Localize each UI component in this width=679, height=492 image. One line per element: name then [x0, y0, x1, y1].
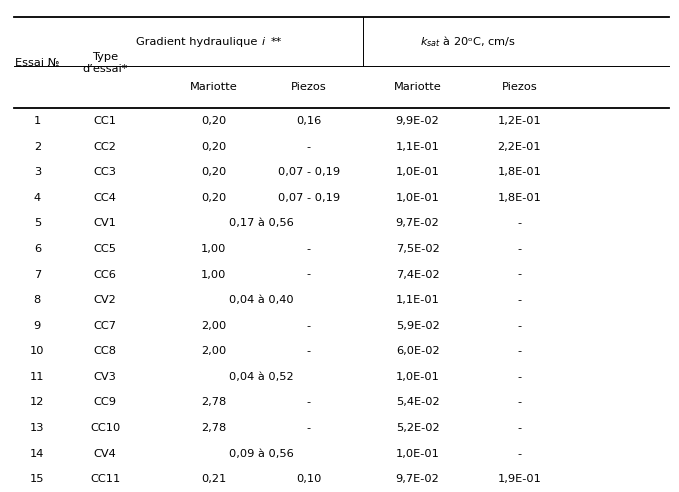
Text: Piezos: Piezos: [291, 82, 327, 92]
Text: CC8: CC8: [94, 346, 117, 356]
Text: CC6: CC6: [94, 270, 117, 279]
Text: i: i: [261, 37, 265, 47]
Text: -: -: [307, 142, 311, 152]
Text: 1,00: 1,00: [201, 244, 227, 254]
Text: 12: 12: [30, 398, 45, 407]
Text: 8: 8: [34, 295, 41, 305]
Text: -: -: [307, 423, 311, 433]
Text: 1,00: 1,00: [201, 270, 227, 279]
Text: -: -: [517, 372, 521, 382]
Text: 1: 1: [34, 116, 41, 126]
Text: -: -: [517, 398, 521, 407]
Text: 5,2E-02: 5,2E-02: [396, 423, 439, 433]
Text: 9: 9: [34, 321, 41, 331]
Text: -: -: [307, 398, 311, 407]
Text: 0,07 - 0,19: 0,07 - 0,19: [278, 193, 340, 203]
Text: CC7: CC7: [94, 321, 117, 331]
Text: 0,04 à 0,40: 0,04 à 0,40: [229, 295, 294, 305]
Text: 1,8E-01: 1,8E-01: [498, 193, 541, 203]
Text: Gradient hydraulique: Gradient hydraulique: [136, 37, 261, 47]
Text: CC5: CC5: [94, 244, 117, 254]
Text: 0,16: 0,16: [296, 116, 322, 126]
Text: 1,1E-01: 1,1E-01: [396, 295, 439, 305]
Text: -: -: [517, 270, 521, 279]
Text: 1,0E-01: 1,0E-01: [396, 449, 439, 459]
Text: 0,04 à 0,52: 0,04 à 0,52: [229, 372, 294, 382]
Text: 1,0E-01: 1,0E-01: [396, 193, 439, 203]
Text: 9,7E-02: 9,7E-02: [396, 474, 439, 484]
Text: 2,00: 2,00: [201, 346, 227, 356]
Text: 1,2E-01: 1,2E-01: [498, 116, 541, 126]
Text: -: -: [517, 295, 521, 305]
Text: 2,78: 2,78: [201, 398, 227, 407]
Text: CV4: CV4: [94, 449, 117, 459]
Text: 10: 10: [30, 346, 45, 356]
Text: 0,17 à 0,56: 0,17 à 0,56: [229, 218, 294, 228]
Text: 7,5E-02: 7,5E-02: [396, 244, 439, 254]
Text: 0,10: 0,10: [296, 474, 322, 484]
Text: CC9: CC9: [94, 398, 117, 407]
Text: 3: 3: [34, 167, 41, 177]
Text: **: **: [270, 37, 282, 47]
Text: CV2: CV2: [94, 295, 117, 305]
Text: Piezos: Piezos: [502, 82, 537, 92]
Text: -: -: [307, 270, 311, 279]
Text: CV1: CV1: [94, 218, 117, 228]
Text: 2,2E-01: 2,2E-01: [498, 142, 541, 152]
Text: 11: 11: [30, 372, 45, 382]
Text: 9,7E-02: 9,7E-02: [396, 218, 439, 228]
Text: 0,07 - 0,19: 0,07 - 0,19: [278, 167, 340, 177]
Text: -: -: [517, 244, 521, 254]
Text: CC10: CC10: [90, 423, 120, 433]
Text: CC3: CC3: [94, 167, 117, 177]
Text: 5,4E-02: 5,4E-02: [396, 398, 439, 407]
Text: CV3: CV3: [94, 372, 117, 382]
Text: -: -: [307, 244, 311, 254]
Text: -: -: [517, 449, 521, 459]
Text: 15: 15: [30, 474, 45, 484]
Text: CC11: CC11: [90, 474, 120, 484]
Text: 7: 7: [34, 270, 41, 279]
Text: -: -: [307, 346, 311, 356]
Text: 2,00: 2,00: [201, 321, 227, 331]
Text: 6: 6: [34, 244, 41, 254]
Text: 14: 14: [30, 449, 45, 459]
Text: Type
d’essai*: Type d’essai*: [83, 52, 128, 74]
Text: CC1: CC1: [94, 116, 117, 126]
Text: 9,9E-02: 9,9E-02: [396, 116, 439, 126]
Text: $k_{sat}$ à 20ᵒC, cm/s: $k_{sat}$ à 20ᵒC, cm/s: [420, 34, 517, 49]
Text: 0,20: 0,20: [201, 167, 227, 177]
Text: -: -: [517, 321, 521, 331]
Text: -: -: [307, 321, 311, 331]
Text: -: -: [517, 346, 521, 356]
Text: 1,1E-01: 1,1E-01: [396, 142, 439, 152]
Text: -: -: [517, 423, 521, 433]
Text: 1,0E-01: 1,0E-01: [396, 167, 439, 177]
Text: 4: 4: [34, 193, 41, 203]
Text: 0,20: 0,20: [201, 193, 227, 203]
Text: 0,20: 0,20: [201, 142, 227, 152]
Text: -: -: [517, 218, 521, 228]
Text: 0,20: 0,20: [201, 116, 227, 126]
Text: Mariotte: Mariotte: [394, 82, 441, 92]
Text: 5: 5: [34, 218, 41, 228]
Text: CC2: CC2: [94, 142, 117, 152]
Text: 0,09 à 0,56: 0,09 à 0,56: [229, 449, 294, 459]
Text: 2: 2: [34, 142, 41, 152]
Text: 0,21: 0,21: [201, 474, 227, 484]
Text: CC4: CC4: [94, 193, 117, 203]
Text: 2,78: 2,78: [201, 423, 227, 433]
Text: 6,0E-02: 6,0E-02: [396, 346, 439, 356]
Text: 5,9E-02: 5,9E-02: [396, 321, 439, 331]
Text: 1,9E-01: 1,9E-01: [498, 474, 541, 484]
Text: 1,0E-01: 1,0E-01: [396, 372, 439, 382]
Text: Essai №: Essai №: [15, 58, 60, 68]
Text: 1,8E-01: 1,8E-01: [498, 167, 541, 177]
Text: 7,4E-02: 7,4E-02: [396, 270, 439, 279]
Text: Mariotte: Mariotte: [190, 82, 238, 92]
Text: 13: 13: [30, 423, 45, 433]
